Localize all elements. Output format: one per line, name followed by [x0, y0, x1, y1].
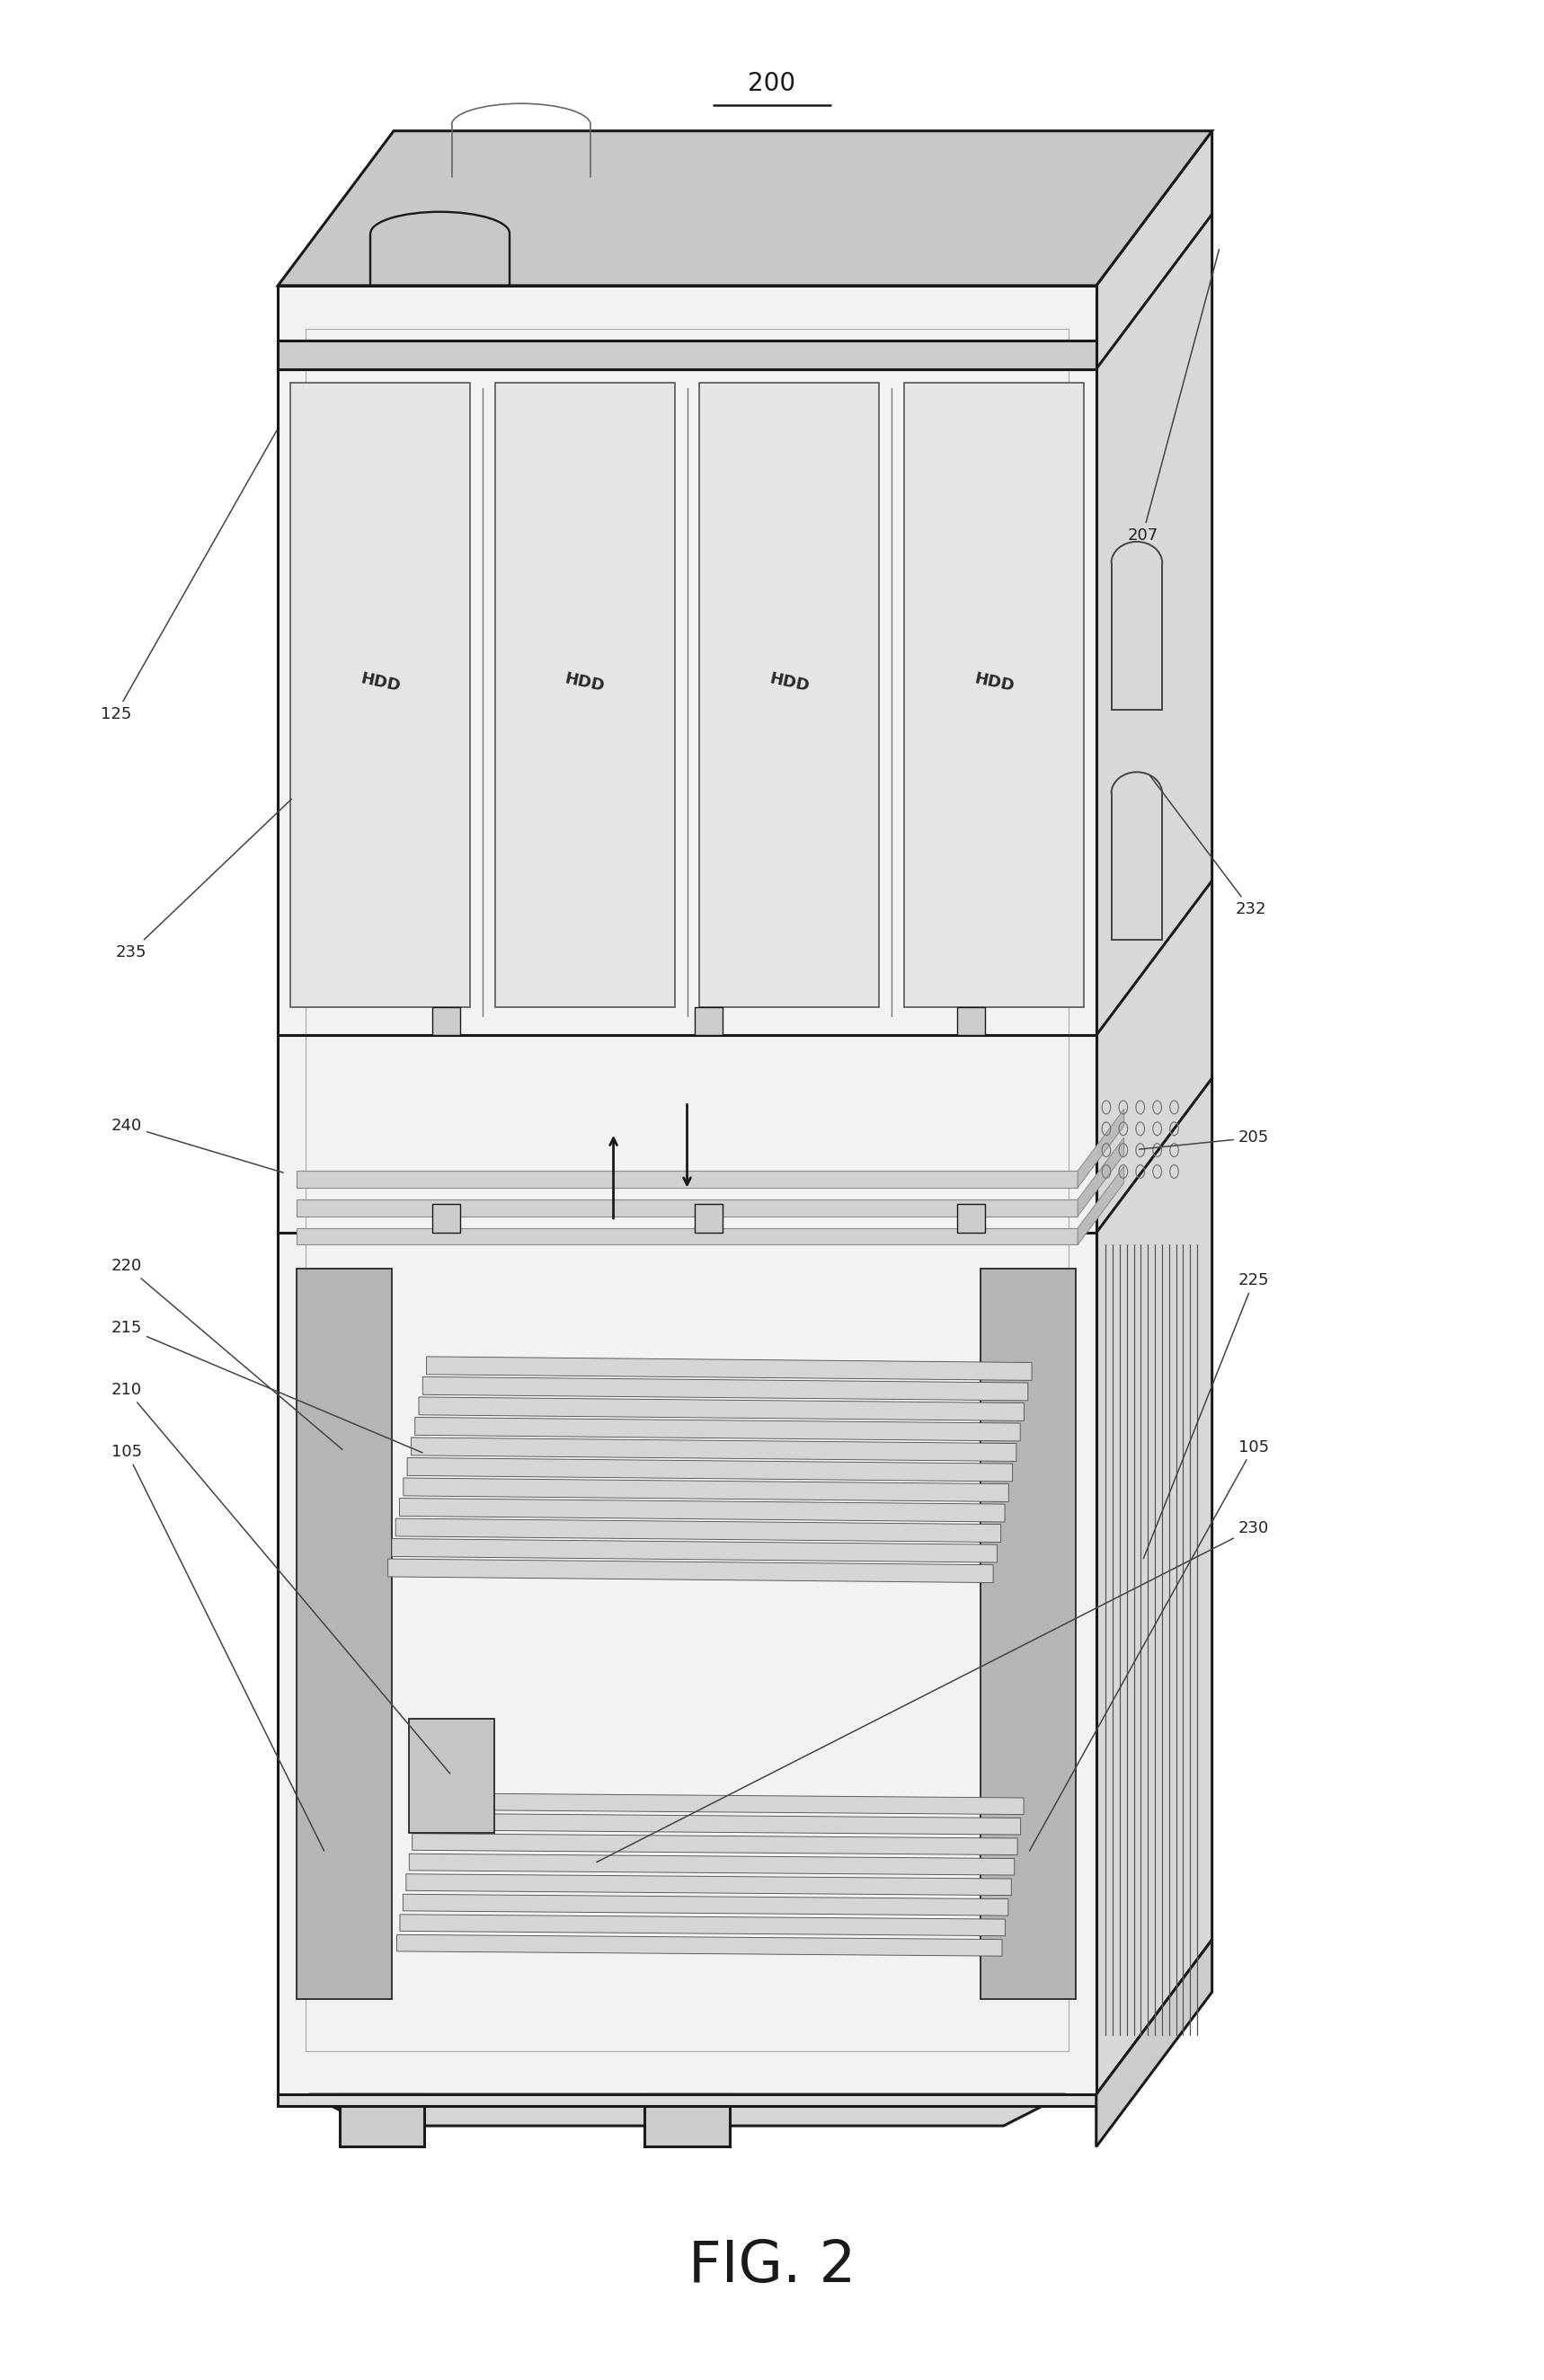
Text: 105: 105: [1030, 1440, 1269, 1852]
Polygon shape: [418, 1792, 1024, 1814]
Polygon shape: [1096, 131, 1212, 2094]
Polygon shape: [423, 1376, 1028, 1399]
Bar: [278, 340, 1096, 369]
Bar: [957, 1204, 985, 1233]
Bar: [494, 383, 675, 1007]
Polygon shape: [415, 1416, 1021, 1440]
Bar: [644, 2094, 729, 2147]
Text: FIG. 2: FIG. 2: [689, 2237, 855, 2294]
Polygon shape: [406, 1873, 1011, 1894]
Text: HDD: HDD: [767, 671, 811, 695]
Bar: [695, 1007, 723, 1035]
Text: 200: 200: [749, 71, 795, 95]
Bar: [432, 1007, 460, 1035]
Polygon shape: [278, 131, 1212, 286]
Bar: [905, 383, 1084, 1007]
Text: HDD: HDD: [973, 671, 1016, 695]
Polygon shape: [403, 1894, 1008, 1916]
Bar: [278, 2094, 1096, 2106]
Text: 230: 230: [596, 1521, 1269, 1861]
Bar: [699, 383, 880, 1007]
Polygon shape: [408, 1457, 1013, 1480]
Bar: [296, 1200, 1078, 1216]
Text: 205: 205: [1139, 1130, 1269, 1150]
Polygon shape: [397, 1935, 1002, 1956]
Bar: [695, 1204, 723, 1233]
Polygon shape: [1078, 1109, 1124, 1188]
Bar: [340, 2094, 425, 2147]
Text: 215: 215: [111, 1321, 423, 1452]
Polygon shape: [400, 1914, 1005, 1935]
Polygon shape: [278, 286, 1096, 2094]
Polygon shape: [403, 1478, 1008, 1502]
Polygon shape: [309, 2094, 1065, 2125]
Polygon shape: [415, 1814, 1021, 1835]
Bar: [296, 1269, 392, 1999]
Bar: [980, 1269, 1076, 1999]
Bar: [296, 1228, 1078, 1245]
Bar: [296, 1171, 1078, 1188]
Polygon shape: [1078, 1166, 1124, 1245]
Text: 225: 225: [1144, 1273, 1269, 1559]
Bar: [290, 383, 469, 1007]
Polygon shape: [412, 1833, 1017, 1854]
Text: HDD: HDD: [358, 671, 401, 695]
Polygon shape: [388, 1559, 993, 1583]
Polygon shape: [409, 1854, 1014, 1875]
Bar: [409, 1718, 494, 1833]
Text: 232: 232: [1150, 776, 1266, 916]
Text: 210: 210: [111, 1383, 449, 1773]
Text: 105: 105: [111, 1445, 324, 1852]
Polygon shape: [392, 1537, 997, 1561]
Text: 220: 220: [111, 1259, 343, 1449]
Bar: [957, 1007, 985, 1035]
Polygon shape: [418, 1397, 1024, 1421]
Text: 207: 207: [1127, 250, 1220, 543]
Polygon shape: [411, 1438, 1016, 1461]
Text: 240: 240: [111, 1119, 283, 1173]
Polygon shape: [426, 1357, 1031, 1380]
Text: 125: 125: [100, 431, 276, 721]
Text: HDD: HDD: [564, 671, 607, 695]
Polygon shape: [1078, 1138, 1124, 1216]
Text: 235: 235: [116, 800, 292, 959]
Polygon shape: [1096, 1940, 1212, 2147]
Bar: [432, 1204, 460, 1233]
Polygon shape: [400, 1497, 1005, 1521]
Polygon shape: [395, 1518, 1001, 1542]
